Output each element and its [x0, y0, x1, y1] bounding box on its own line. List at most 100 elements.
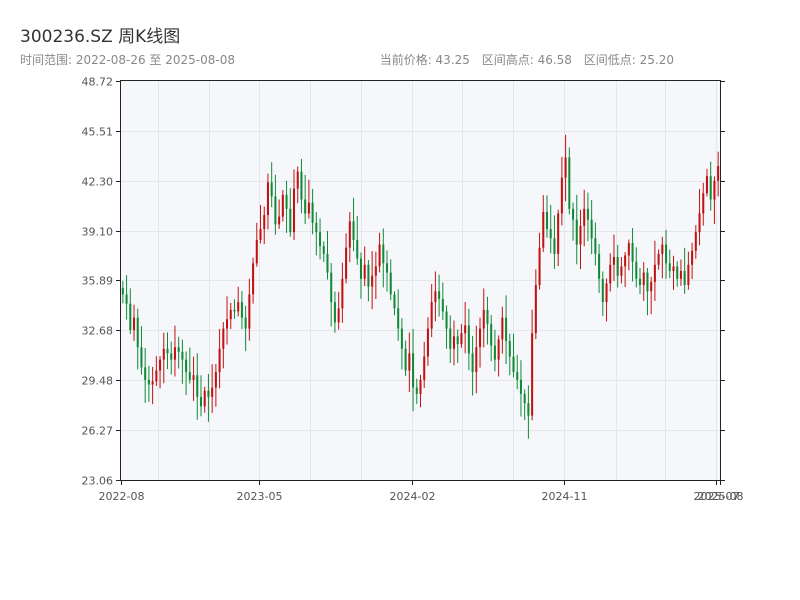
candle-body: [415, 387, 418, 394]
candle-body: [594, 238, 597, 254]
candle-body: [270, 182, 273, 197]
candle-body: [698, 213, 701, 233]
candle-body: [393, 294, 396, 309]
x-tick-label: 2023-05: [237, 490, 283, 503]
candle-body: [575, 219, 578, 245]
candle-body: [668, 263, 671, 272]
candle-body: [226, 319, 229, 329]
x-tick-label: 2025-08: [698, 490, 744, 503]
candle-body: [705, 176, 709, 194]
candle-body: [166, 348, 169, 354]
candle-body: [653, 264, 656, 282]
y-tick-label: 42.30: [82, 176, 114, 189]
candle-body: [255, 239, 258, 264]
candle-body: [292, 188, 296, 233]
candle-series: [121, 134, 720, 439]
candle-body: [136, 317, 139, 348]
y-tick-label: 35.89: [82, 275, 114, 288]
candle-body: [352, 221, 355, 240]
candle-body: [203, 390, 206, 407]
candle-body: [486, 309, 489, 324]
candle-body: [638, 278, 642, 286]
candle-body: [423, 356, 426, 380]
candle-body: [560, 177, 563, 214]
candle-body: [642, 272, 645, 286]
candle-body: [661, 244, 664, 254]
candle-body: [378, 244, 381, 267]
candle-body: [281, 194, 284, 217]
candle-body: [162, 348, 165, 360]
candle-body: [382, 244, 385, 264]
candle-body: [147, 379, 150, 385]
candle-body: [493, 345, 496, 360]
y-tick-label: 48.72: [82, 76, 114, 89]
candle-body: [460, 333, 463, 345]
candle-body: [259, 229, 262, 240]
candle-body: [330, 272, 333, 303]
y-tick-label: 29.48: [82, 375, 114, 388]
candle-body: [311, 202, 314, 223]
candle-body: [177, 347, 180, 352]
candle-body: [159, 359, 162, 371]
candle-body: [542, 211, 545, 248]
candle-body: [441, 299, 444, 312]
candle-body: [188, 372, 191, 380]
candle-body: [181, 351, 184, 360]
candle-body: [508, 340, 511, 357]
candle-body: [702, 193, 705, 214]
candle-body: [211, 387, 214, 397]
x-tick-label: 2024-11: [542, 490, 588, 503]
candle-body: [345, 247, 348, 279]
candle-body: [676, 266, 679, 279]
candle-body: [490, 323, 493, 346]
price-info: 当前价格: 43.25 区间高点: 46.58 区间低点: 25.20: [372, 51, 674, 68]
candle-body: [605, 283, 608, 303]
candle-body: [307, 202, 310, 214]
candle-body: [572, 208, 575, 220]
y-tick-label: 23.06: [82, 475, 114, 488]
candle-body: [408, 353, 411, 371]
candle-body: [691, 250, 694, 265]
candle-body: [534, 285, 537, 334]
candle-body: [445, 311, 448, 329]
candle-body: [326, 253, 329, 273]
period-low: 区间低点: 25.20: [583, 53, 674, 67]
candle-body: [683, 271, 686, 286]
candle-body: [538, 247, 541, 286]
candle-body: [627, 243, 630, 256]
candle-body: [173, 347, 176, 360]
candle-body: [568, 157, 571, 209]
candle-body: [125, 294, 128, 304]
candle-body: [471, 353, 474, 373]
candle-body: [412, 353, 415, 388]
candle-body: [356, 239, 359, 259]
candle-body: [657, 253, 660, 265]
candle-body: [359, 258, 362, 279]
candle-body: [337, 308, 340, 323]
candle-body: [549, 229, 552, 239]
candle-body: [319, 232, 322, 247]
candle-body: [665, 244, 668, 264]
candle-body: [464, 325, 467, 334]
candle-body: [199, 396, 203, 407]
candle-body: [527, 403, 530, 416]
candle-body: [240, 302, 243, 318]
candle-body: [475, 347, 478, 373]
candle-body: [289, 208, 292, 233]
candle-body: [404, 348, 407, 371]
candle-body: [467, 325, 470, 354]
candle-body: [244, 317, 247, 329]
candle-body: [646, 272, 649, 292]
candle-body: [155, 370, 158, 382]
current-price: 当前价格: 43.25: [379, 53, 470, 67]
x-axis: 2022-08 2023-05 2024-02 2024-11 2025-072025-…: [99, 480, 744, 503]
candle-body: [185, 359, 188, 373]
candle-body: [501, 317, 504, 340]
candle-body: [452, 336, 456, 349]
candle-body: [248, 294, 251, 329]
candle-body: [132, 317, 136, 331]
candle-body: [564, 157, 567, 178]
candle-body: [672, 266, 675, 272]
candle-body: [192, 375, 195, 380]
